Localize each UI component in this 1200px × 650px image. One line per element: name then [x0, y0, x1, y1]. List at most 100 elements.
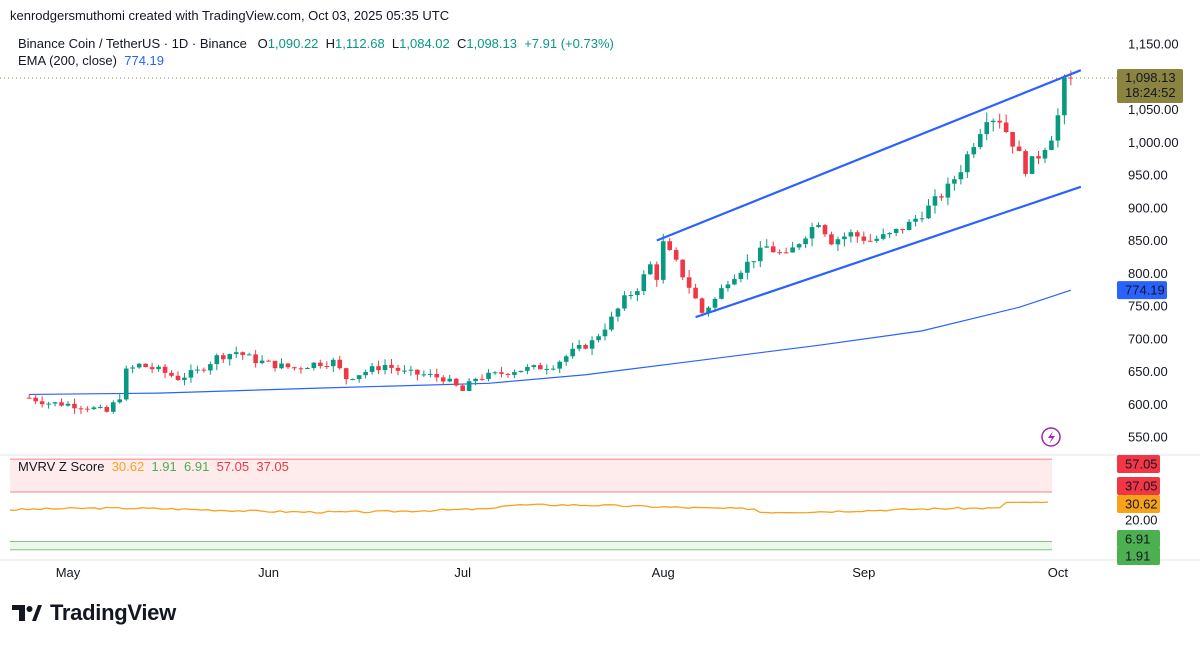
candle-body: [479, 378, 485, 380]
ema-legend: EMA (200, close) 774.19: [18, 53, 164, 68]
candle-body: [855, 232, 860, 237]
candle-body: [829, 234, 834, 245]
candle-body: [324, 366, 330, 368]
candle-body: [596, 336, 601, 341]
x-month-label: Sep: [852, 565, 875, 580]
candle-body: [732, 279, 737, 285]
candles-group: [26, 70, 1074, 415]
candle-body: [822, 225, 828, 235]
candle-body: [796, 244, 802, 248]
candle-body: [977, 134, 983, 148]
candle-body: [33, 397, 38, 402]
candle-body: [259, 360, 265, 364]
symbol-legend: Binance Coin / TetherUS · 1D · Binance O…: [18, 36, 614, 51]
candle-body: [757, 247, 763, 262]
candle-body: [1029, 156, 1035, 174]
candle-body: [156, 366, 161, 370]
y-tick-label: 1,000.00: [1128, 135, 1179, 150]
change-value: +7.91 (+0.73%): [524, 36, 614, 51]
channel-upper-line: [656, 69, 1082, 242]
candle-body: [945, 183, 951, 198]
candle-body: [382, 364, 388, 371]
candle-body: [913, 218, 918, 222]
high-label: H: [325, 36, 336, 51]
last-price-value: 1,098.13: [1125, 70, 1176, 85]
candle-body: [428, 373, 433, 375]
candle-body: [1003, 122, 1009, 133]
candle-body: [434, 373, 440, 378]
candle-body: [751, 261, 757, 263]
candle-body: [952, 179, 957, 184]
candle-body: [253, 354, 258, 364]
high-value: 1,112.68: [335, 36, 385, 51]
candle-body: [46, 403, 51, 405]
candle-body: [201, 369, 207, 371]
candle-body: [919, 218, 925, 220]
candle-body: [408, 369, 414, 371]
mvrv-tag-value: 57.05: [1125, 457, 1158, 472]
candle-body: [635, 291, 640, 296]
ema-value: 774.19: [124, 53, 164, 68]
candle-body: [279, 363, 284, 369]
candle-body: [214, 355, 220, 365]
mvrv-tag: [1117, 477, 1160, 495]
tradingview-logo-icon: [12, 605, 42, 621]
mvrv-tag: [1117, 455, 1160, 473]
candle-body: [550, 368, 556, 370]
mvrv-tag-value: 6.91: [1125, 532, 1150, 547]
candle-body: [415, 369, 420, 375]
candle-body: [648, 264, 653, 275]
tradingview-logo[interactable]: TradingView: [12, 600, 176, 626]
mvrv-tag-value: 37.05: [1125, 479, 1158, 494]
candle-body: [654, 264, 660, 280]
candle-body: [628, 295, 634, 297]
candle-body: [52, 402, 58, 404]
candle-body: [997, 120, 1002, 123]
y-tick-label: 600.00: [1128, 397, 1168, 412]
x-month-label: Oct: [1048, 565, 1069, 580]
candle-body: [220, 355, 226, 360]
candle-body: [123, 368, 129, 400]
candle-body: [874, 238, 880, 241]
candle-body: [311, 362, 317, 368]
candle-body: [932, 196, 938, 206]
candle-body: [809, 227, 815, 239]
candle-body: [939, 196, 944, 198]
candle-body: [272, 360, 278, 369]
candle-body: [162, 366, 168, 373]
mvrv-line: [9, 501, 1049, 514]
ema-label: EMA (200, close): [18, 53, 117, 68]
candle-body: [343, 368, 349, 380]
flash-icon: [1041, 427, 1061, 447]
candle-body: [719, 288, 724, 299]
candle-body: [725, 284, 731, 289]
ema-price-tag: [1117, 281, 1167, 300]
y-tick-label: 850.00: [1128, 233, 1168, 248]
open-label: O: [257, 36, 268, 51]
candle-body: [589, 340, 595, 349]
candle-body: [1055, 115, 1061, 141]
candle-body: [680, 259, 685, 278]
candle-body: [369, 366, 375, 372]
candle-body: [85, 408, 90, 410]
candle-body: [104, 406, 110, 412]
candle-body: [835, 239, 841, 245]
candle-body: [615, 308, 621, 317]
candle-body: [518, 370, 524, 373]
candle-body: [816, 225, 821, 228]
candle-body: [893, 228, 899, 233]
mvrv-tag-value: 30.62: [1125, 497, 1158, 512]
candle-body: [706, 307, 711, 313]
candle-body: [525, 367, 530, 371]
mvrv-y-tick-label: 20.00: [1125, 513, 1158, 528]
candle-body: [783, 252, 789, 254]
candle-body: [246, 354, 252, 356]
candle-body: [298, 368, 304, 370]
candle-body: [1068, 77, 1074, 79]
candle-body: [803, 238, 808, 245]
mvrv-tag: [1117, 495, 1160, 513]
candle-body: [583, 344, 588, 349]
y-tick-label: 950.00: [1128, 168, 1168, 183]
mvrv-lower-band: [10, 541, 1052, 550]
